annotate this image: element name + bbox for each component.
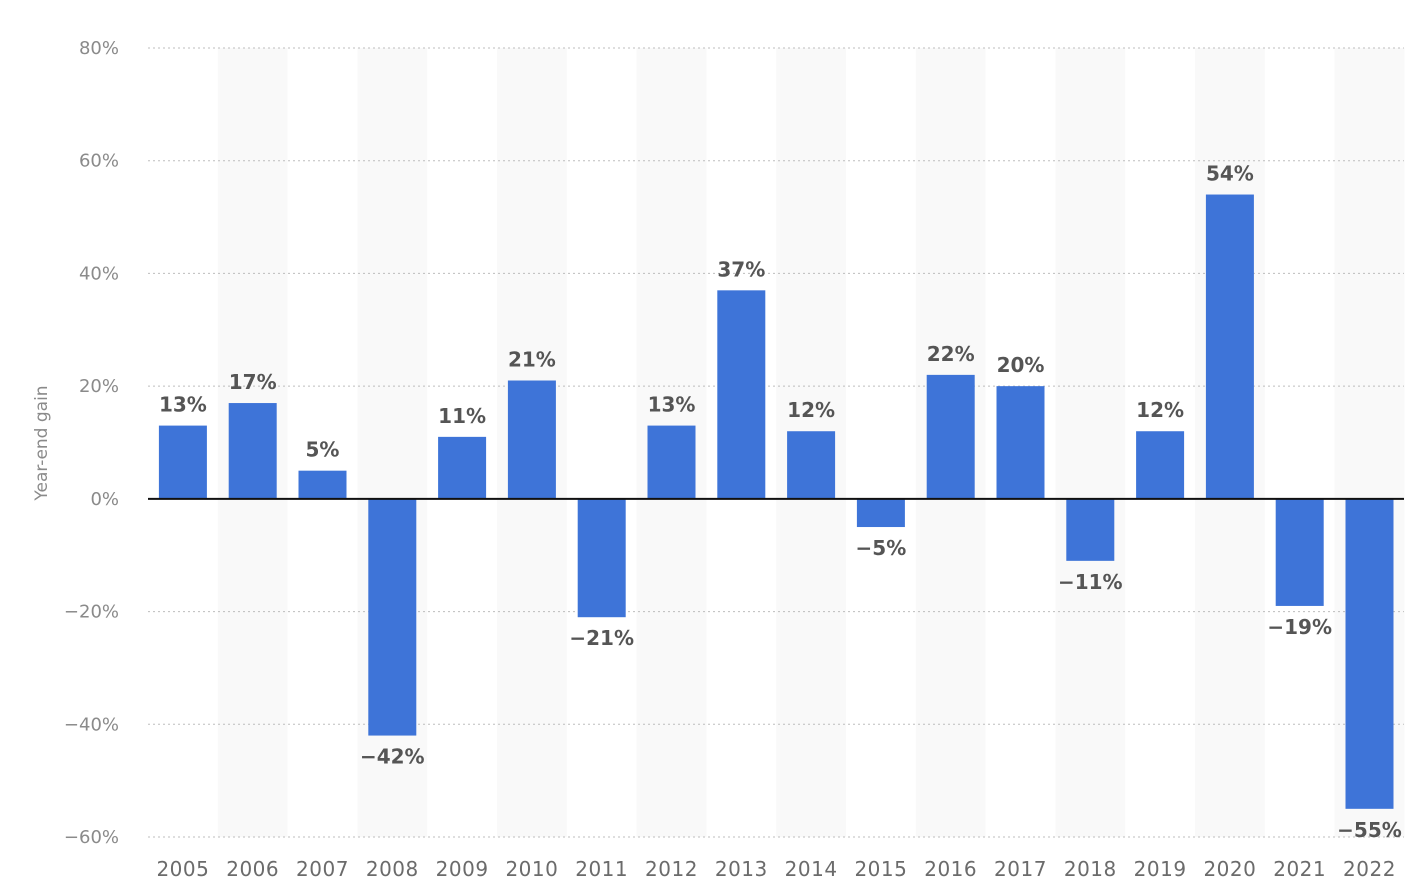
bar-2014 <box>787 431 836 499</box>
y-tick-label: −60% <box>64 827 119 848</box>
y-tick-label: 20% <box>79 376 119 397</box>
y-tick-label: 40% <box>79 263 119 284</box>
data-label-2005: 13% <box>159 393 207 417</box>
bar-2020 <box>1205 194 1254 499</box>
y-axis-ticks: 80% 60% 40% 20% 0% −20% −40% −60% <box>64 38 119 848</box>
bar-2011 <box>577 498 626 618</box>
x-label-2007: 2007 <box>296 857 349 881</box>
band-2018 <box>1055 48 1126 837</box>
x-label-2006: 2006 <box>226 857 279 881</box>
x-label-2017: 2017 <box>994 857 1047 881</box>
x-label-2021: 2021 <box>1273 857 1326 881</box>
x-label-2018: 2018 <box>1064 857 1117 881</box>
bar-2021 <box>1275 498 1324 606</box>
bar-2012 <box>647 425 696 499</box>
data-label-2021: −19% <box>1267 615 1332 639</box>
x-label-2008: 2008 <box>366 857 419 881</box>
data-label-2014: 12% <box>787 398 835 422</box>
data-label-2022: −55% <box>1337 818 1402 842</box>
x-label-2014: 2014 <box>785 857 838 881</box>
data-label-2010: 21% <box>508 348 556 372</box>
bar-2018 <box>1066 498 1115 561</box>
y-tick-label: 60% <box>79 151 119 172</box>
data-label-2008: −42% <box>360 745 425 769</box>
bar-2022 <box>1345 498 1394 809</box>
bar-2009 <box>438 436 487 499</box>
data-label-2020: 54% <box>1206 162 1254 186</box>
bar-2017 <box>996 386 1045 499</box>
bar-2005 <box>158 425 207 499</box>
x-label-2022: 2022 <box>1343 857 1396 881</box>
x-label-2011: 2011 <box>575 857 628 881</box>
data-label-2013: 37% <box>717 257 765 281</box>
bar-2015 <box>856 498 905 528</box>
x-label-2019: 2019 <box>1134 857 1187 881</box>
x-label-2010: 2010 <box>505 857 558 881</box>
bar-2019 <box>1136 431 1185 499</box>
y-tick-label: −40% <box>64 714 119 735</box>
y-tick-label: −20% <box>64 602 119 623</box>
bars <box>158 194 1394 809</box>
data-labels: 13% 17% 5% −42% 11% 21% −21% 13% 37% 12% −5% 22% 20%… <box>159 162 1402 842</box>
data-label-2019: 12% <box>1136 398 1184 422</box>
x-label-2013: 2013 <box>715 857 768 881</box>
bar-2006 <box>228 403 277 499</box>
data-label-2016: 22% <box>927 342 975 366</box>
data-label-2017: 20% <box>997 353 1045 377</box>
data-label-2009: 11% <box>438 404 486 428</box>
bar-2008 <box>368 498 417 736</box>
x-label-2012: 2012 <box>645 857 698 881</box>
data-label-2015: −5% <box>856 536 907 560</box>
data-label-2018: −11% <box>1058 570 1123 594</box>
bar-2016 <box>926 374 975 499</box>
data-label-2012: 13% <box>648 393 696 417</box>
y-tick-label: 0% <box>90 489 119 510</box>
y-axis-title: Year-end gain <box>32 385 52 501</box>
data-label-2011: −21% <box>569 626 634 650</box>
x-axis-labels: 2005 2006 2007 2008 2009 2010 2011 2012 2013 2014… <box>156 857 1396 881</box>
data-label-2007: 5% <box>306 438 340 462</box>
x-label-2005: 2005 <box>156 857 209 881</box>
x-label-2020: 2020 <box>1203 857 1256 881</box>
x-label-2016: 2016 <box>924 857 977 881</box>
y-tick-label: 80% <box>79 38 119 59</box>
bar-2013 <box>717 290 766 499</box>
x-label-2015: 2015 <box>854 857 907 881</box>
data-label-2006: 17% <box>229 370 277 394</box>
bar-2010 <box>507 380 556 499</box>
gridlines <box>148 47 1404 838</box>
bar-2007 <box>298 470 347 499</box>
x-label-2009: 2009 <box>436 857 489 881</box>
